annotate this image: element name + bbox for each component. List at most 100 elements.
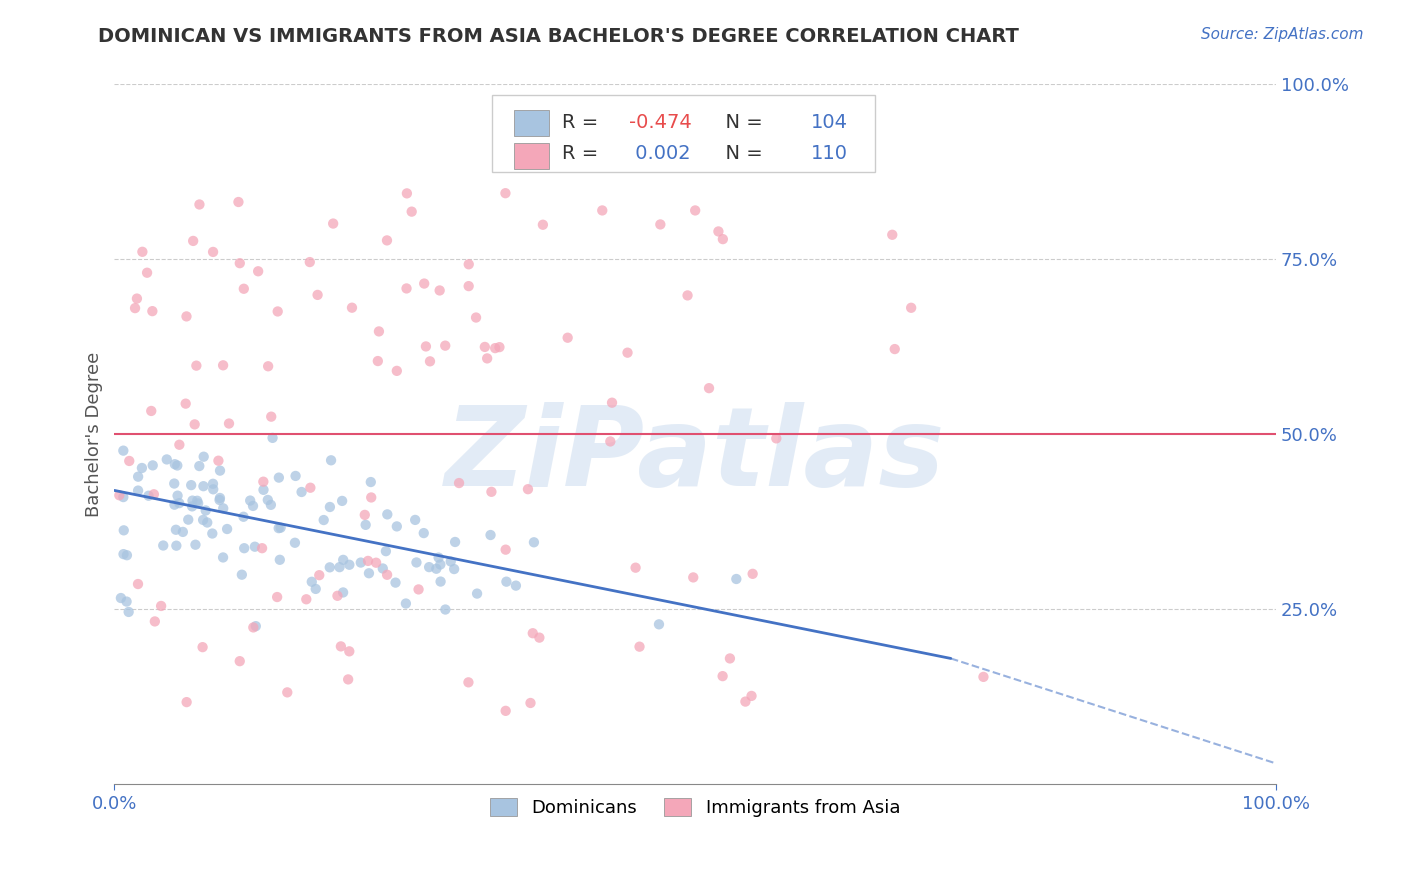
Legend: Dominicans, Immigrants from Asia: Dominicans, Immigrants from Asia xyxy=(482,790,908,824)
Point xyxy=(131,461,153,475)
Point xyxy=(337,644,360,658)
Point xyxy=(495,542,517,557)
Point xyxy=(371,561,394,575)
Point xyxy=(330,494,353,508)
Point xyxy=(354,517,377,532)
Text: 104: 104 xyxy=(811,113,848,132)
Point xyxy=(166,489,188,503)
Point xyxy=(256,492,278,507)
Point xyxy=(127,483,149,498)
Point xyxy=(208,491,231,505)
Y-axis label: Bachelor's Degree: Bachelor's Degree xyxy=(86,351,103,517)
Point xyxy=(332,585,354,599)
Point xyxy=(457,675,479,690)
Point xyxy=(741,566,763,581)
Point xyxy=(243,540,266,554)
Point xyxy=(375,233,398,247)
Point xyxy=(186,493,208,508)
Point xyxy=(284,469,307,483)
Point xyxy=(181,500,204,514)
Point xyxy=(364,556,387,570)
Point xyxy=(972,670,994,684)
Point xyxy=(415,339,437,353)
Point xyxy=(711,232,734,246)
Point xyxy=(115,594,138,608)
Point xyxy=(725,572,748,586)
Point xyxy=(143,615,166,629)
Point xyxy=(269,553,291,567)
Point xyxy=(697,381,720,395)
Point xyxy=(368,325,391,339)
Point xyxy=(232,282,254,296)
Point xyxy=(418,560,440,574)
Point xyxy=(357,566,380,581)
Point xyxy=(404,513,426,527)
Point xyxy=(505,579,527,593)
Point xyxy=(683,203,706,218)
Point xyxy=(184,538,207,552)
Point xyxy=(519,696,541,710)
Point xyxy=(734,695,756,709)
Point xyxy=(181,234,204,248)
Point xyxy=(284,535,307,549)
Text: -0.474: -0.474 xyxy=(628,113,692,132)
Point xyxy=(523,535,546,549)
Point xyxy=(384,575,406,590)
Point xyxy=(112,490,135,504)
Point xyxy=(266,590,288,604)
Point xyxy=(166,458,188,473)
Point xyxy=(385,364,408,378)
Point xyxy=(260,498,283,512)
Point xyxy=(295,592,318,607)
Point xyxy=(191,640,214,655)
Point xyxy=(183,417,205,432)
Point xyxy=(212,550,235,565)
Point xyxy=(180,478,202,492)
Point xyxy=(141,404,163,418)
Text: R =: R = xyxy=(561,113,605,132)
Point xyxy=(900,301,922,315)
Point xyxy=(163,457,186,471)
Point xyxy=(181,493,204,508)
Point xyxy=(529,631,551,645)
FancyBboxPatch shape xyxy=(492,95,875,172)
Text: 110: 110 xyxy=(811,144,848,162)
Point xyxy=(682,570,704,584)
Point xyxy=(212,501,235,516)
FancyBboxPatch shape xyxy=(515,143,548,169)
Text: Source: ZipAtlas.com: Source: ZipAtlas.com xyxy=(1201,27,1364,42)
Point xyxy=(429,558,451,572)
Point xyxy=(260,409,283,424)
Point xyxy=(367,354,389,368)
Point xyxy=(152,539,174,553)
Point xyxy=(488,340,510,354)
Point xyxy=(257,359,280,374)
Point xyxy=(495,574,517,589)
Point xyxy=(883,342,905,356)
Point xyxy=(110,591,132,605)
Point xyxy=(201,476,224,491)
Point xyxy=(233,541,256,556)
Point xyxy=(413,277,436,291)
Point xyxy=(239,493,262,508)
Text: 0.002: 0.002 xyxy=(628,144,690,162)
Point xyxy=(186,359,208,373)
Point xyxy=(276,685,298,699)
Point xyxy=(247,264,270,278)
Point xyxy=(494,186,516,201)
Point xyxy=(484,341,506,355)
Point xyxy=(177,513,200,527)
Point xyxy=(457,279,479,293)
Point xyxy=(118,454,141,468)
Point xyxy=(163,498,186,512)
Point xyxy=(208,493,231,508)
Point xyxy=(425,562,447,576)
Point xyxy=(252,483,274,497)
Text: DOMINICAN VS IMMIGRANTS FROM ASIA BACHELOR'S DEGREE CORRELATION CHART: DOMINICAN VS IMMIGRANTS FROM ASIA BACHEL… xyxy=(98,27,1019,45)
Point xyxy=(188,458,211,473)
Point xyxy=(187,496,209,510)
Point xyxy=(217,522,239,536)
Point xyxy=(312,513,335,527)
Point xyxy=(231,567,253,582)
Point xyxy=(374,544,396,558)
